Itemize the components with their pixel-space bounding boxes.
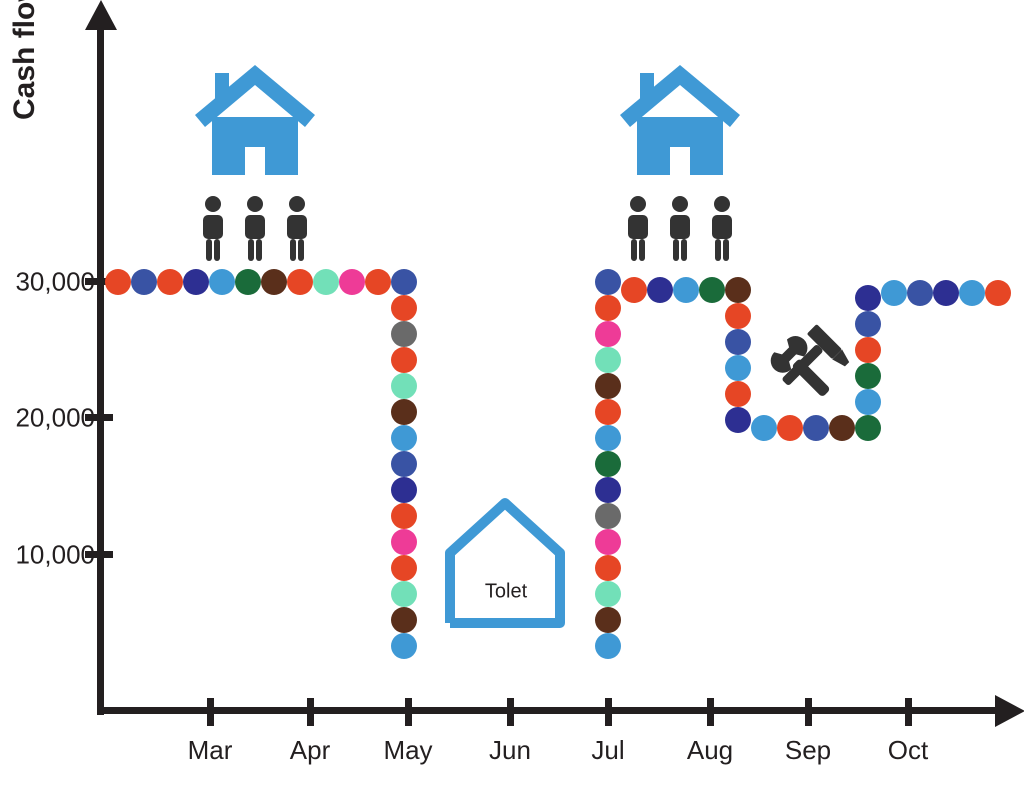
x-tick-label-1: Apr — [290, 735, 330, 766]
data-dot — [391, 373, 417, 399]
data-dot — [673, 277, 699, 303]
data-dot — [365, 269, 391, 295]
data-dot — [855, 389, 881, 415]
data-dot — [881, 280, 907, 306]
data-dot — [595, 269, 621, 295]
data-dot — [985, 280, 1011, 306]
data-dot — [261, 269, 287, 295]
data-dot — [595, 529, 621, 555]
x-axis-line — [97, 707, 1002, 714]
x-tick-3 — [507, 698, 514, 726]
data-dot — [391, 503, 417, 529]
y-axis-line — [97, 20, 104, 715]
data-dot — [595, 633, 621, 659]
data-dot — [391, 555, 417, 581]
data-dot — [725, 381, 751, 407]
data-dot — [855, 311, 881, 337]
data-dot — [339, 269, 365, 295]
data-dot — [725, 329, 751, 355]
tolet-label: Tolet — [485, 581, 527, 604]
data-dot — [287, 269, 313, 295]
data-dot — [391, 295, 417, 321]
data-dot — [595, 373, 621, 399]
cash-flow-chart: Cash flow 10,000 20,000 30,000 Mar Apr May… — [0, 0, 1024, 798]
y-tick-label-3: 30,000 — [15, 267, 95, 298]
data-dot — [699, 277, 725, 303]
data-dot — [725, 407, 751, 433]
data-dot — [829, 415, 855, 441]
x-tick-label-6: Sep — [785, 735, 831, 766]
data-dot — [855, 337, 881, 363]
data-dot — [391, 581, 417, 607]
data-dot — [235, 269, 261, 295]
data-dot — [391, 347, 417, 373]
x-tick-4 — [605, 698, 612, 726]
data-dot — [855, 415, 881, 441]
data-dot — [595, 477, 621, 503]
people-icon-1 — [198, 195, 318, 270]
people-icon-2 — [623, 195, 743, 270]
data-dot — [391, 425, 417, 451]
data-dot — [391, 633, 417, 659]
data-dot — [391, 451, 417, 477]
data-dot — [725, 277, 751, 303]
data-dot — [621, 277, 647, 303]
data-dot — [595, 399, 621, 425]
data-dot — [595, 503, 621, 529]
data-dot — [313, 269, 339, 295]
data-dot — [391, 399, 417, 425]
data-dot — [131, 269, 157, 295]
data-dot — [391, 321, 417, 347]
y-axis-arrow — [85, 0, 117, 30]
x-tick-2 — [405, 698, 412, 726]
data-dot — [391, 477, 417, 503]
data-dot — [855, 363, 881, 389]
data-dot — [803, 415, 829, 441]
data-dot — [595, 295, 621, 321]
y-tick-label-2: 20,000 — [15, 403, 95, 434]
data-dot — [907, 280, 933, 306]
data-dot — [777, 415, 803, 441]
x-tick-6 — [805, 698, 812, 726]
x-tick-5 — [707, 698, 714, 726]
data-dot — [595, 347, 621, 373]
data-dot — [933, 280, 959, 306]
tolet-house-icon — [430, 485, 580, 635]
data-dot — [391, 529, 417, 555]
data-dot — [855, 285, 881, 311]
x-axis-arrow — [995, 695, 1024, 727]
data-dot — [595, 425, 621, 451]
data-dot — [391, 269, 417, 295]
x-tick-7 — [905, 698, 912, 726]
data-dot — [959, 280, 985, 306]
data-dot — [725, 303, 751, 329]
x-tick-label-2: May — [383, 735, 432, 766]
x-tick-label-3: Jun — [489, 735, 531, 766]
tools-icon — [766, 320, 856, 415]
x-tick-label-7: Oct — [888, 735, 928, 766]
data-dot — [391, 607, 417, 633]
x-tick-0 — [207, 698, 214, 726]
y-axis-label: Cash flow — [8, 0, 42, 120]
data-dot — [647, 277, 673, 303]
data-dot — [595, 581, 621, 607]
occupied-house-icon-1 — [180, 55, 330, 190]
data-dot — [751, 415, 777, 441]
data-dot — [157, 269, 183, 295]
x-tick-1 — [307, 698, 314, 726]
data-dot — [595, 555, 621, 581]
data-dot — [725, 355, 751, 381]
data-dot — [595, 321, 621, 347]
data-dot — [595, 607, 621, 633]
x-tick-label-4: Jul — [591, 735, 624, 766]
x-tick-label-5: Aug — [687, 735, 733, 766]
data-dot — [105, 269, 131, 295]
data-dot — [595, 451, 621, 477]
occupied-house-icon-2 — [605, 55, 755, 190]
data-dot — [209, 269, 235, 295]
data-dot — [183, 269, 209, 295]
y-tick-label-1: 10,000 — [15, 540, 95, 571]
x-tick-label-0: Mar — [188, 735, 233, 766]
